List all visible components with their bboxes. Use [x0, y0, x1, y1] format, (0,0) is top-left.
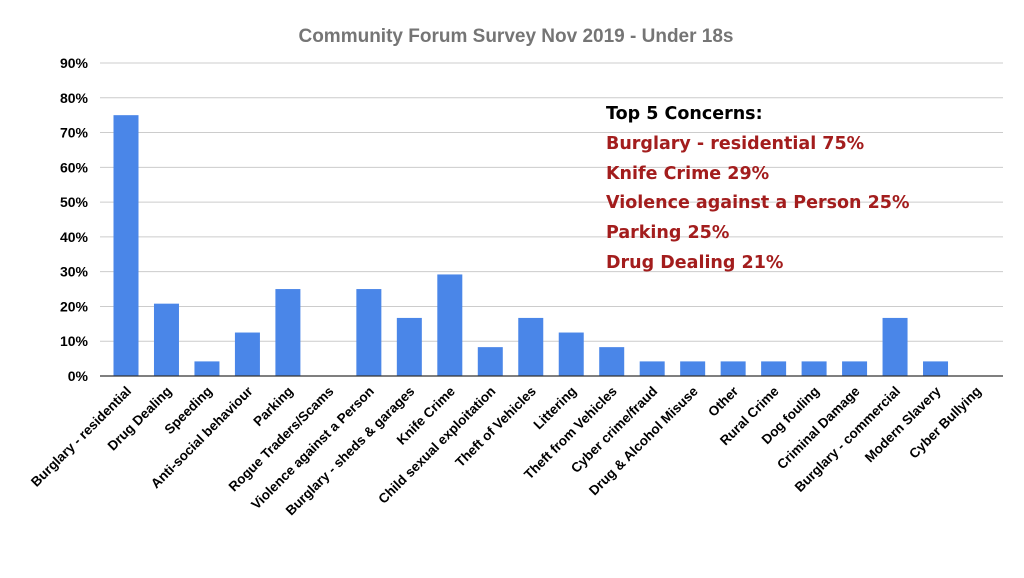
y-tick-label: 10%	[60, 333, 89, 349]
bars	[113, 115, 949, 377]
y-tick-label: 50%	[60, 194, 89, 210]
chart-title: Community Forum Survey Nov 2019 - Under …	[298, 26, 733, 47]
bar	[558, 332, 584, 376]
y-tick-label: 80%	[60, 90, 89, 106]
bar	[153, 303, 179, 376]
bar	[882, 317, 908, 376]
bar	[761, 361, 787, 376]
bar	[599, 347, 625, 376]
gridlines	[100, 62, 1003, 342]
bar	[113, 115, 139, 377]
top-concern-item: Parking 25%	[606, 223, 730, 244]
bar	[477, 347, 503, 376]
y-tick-label: 70%	[60, 125, 89, 141]
bar	[842, 361, 868, 376]
top-concern-item: Drug Dealing 21%	[606, 252, 784, 273]
top-concern-item: Burglary - residential 75%	[606, 133, 865, 154]
bar	[518, 317, 544, 376]
y-tick-label: 60%	[60, 159, 89, 175]
bar	[396, 317, 422, 376]
top-concern-item: Violence against a Person 25%	[606, 193, 910, 214]
top-concern-item: Knife Crime 29%	[606, 163, 770, 184]
y-tick-label: 30%	[60, 264, 89, 280]
y-axis-ticks: 0% 10% 20% 30% 40% 50% 60% 70% 80% 90%	[60, 55, 89, 384]
y-tick-label: 20%	[60, 298, 89, 314]
bar	[234, 332, 260, 376]
bar	[437, 274, 463, 376]
bar	[275, 289, 301, 376]
x-tick-label: Cyber Bullying	[906, 384, 984, 462]
bar	[680, 361, 706, 376]
top-concerns-annotation: Top 5 Concerns: Burglary - residential 7…	[606, 100, 910, 279]
top-concerns-heading: Top 5 Concerns:	[606, 104, 763, 124]
bar	[801, 361, 827, 376]
bar	[720, 361, 746, 376]
y-tick-label: 40%	[60, 229, 89, 245]
bar	[923, 361, 949, 376]
bar	[356, 289, 382, 376]
bar	[639, 361, 665, 376]
bar	[194, 361, 220, 376]
x-tick-label: Other	[705, 383, 742, 420]
y-tick-label: 0%	[68, 368, 89, 384]
y-tick-label: 90%	[60, 55, 89, 71]
